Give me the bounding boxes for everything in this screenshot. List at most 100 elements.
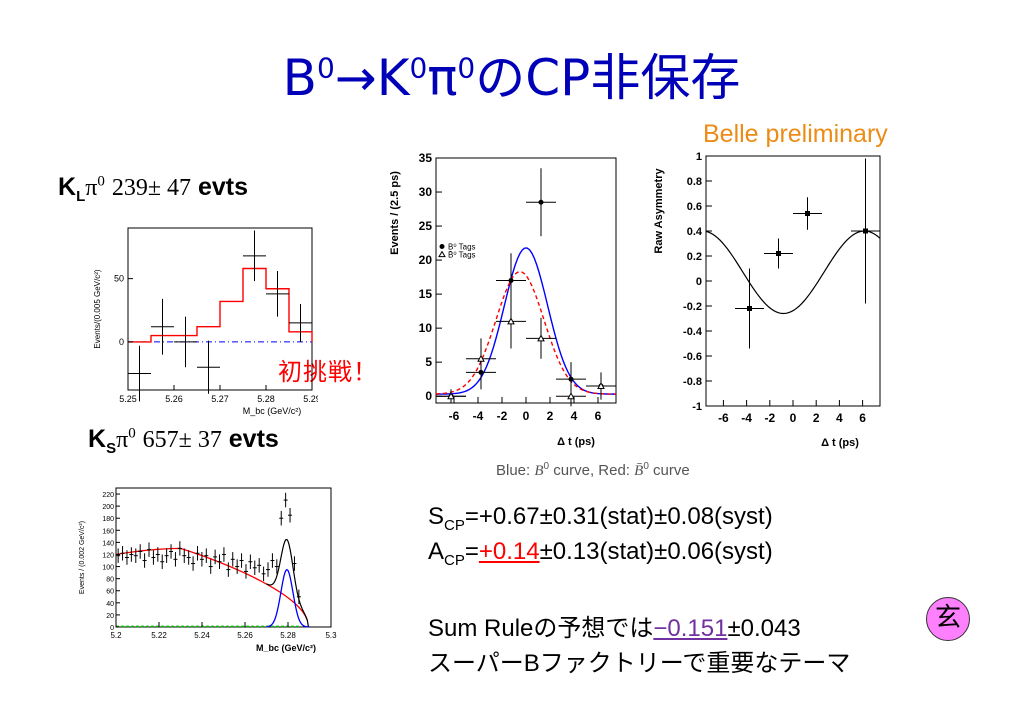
x-tick-label: 5.3 bbox=[325, 631, 337, 640]
b0bar-curve bbox=[435, 270, 617, 395]
y-tick-label: 0.2 bbox=[687, 251, 702, 263]
legend-b0bar: B̄⁰ Tags bbox=[448, 251, 476, 260]
x-tick-label: -6 bbox=[718, 411, 729, 425]
b0-curve bbox=[435, 247, 617, 395]
y-tick-label: 40 bbox=[106, 601, 114, 608]
x-tick-label: -2 bbox=[764, 411, 775, 425]
x-tick-label: 5.28 bbox=[257, 394, 275, 404]
y-tick-label: 30 bbox=[419, 185, 433, 199]
sum-rule-prediction: Sum Ruleの予想では−0.151±0.043 bbox=[428, 615, 801, 642]
x-tick-label: 0 bbox=[523, 409, 530, 423]
series1-marker-0 bbox=[447, 392, 455, 400]
x-tick-label: 5.22 bbox=[151, 631, 167, 640]
raw-asymmetry-chart: -6 -4 -2 0 2 4 6 1 0.8 0.6 0.4 0.2 0 -0.2 -0.4 -0.6 -0.8… bbox=[653, 151, 881, 449]
x-tick-label: 5.26 bbox=[237, 631, 253, 640]
y-tick-label: -0.2 bbox=[683, 301, 702, 313]
x-tick-label: -4 bbox=[741, 411, 752, 425]
series0-marker-2 bbox=[508, 278, 514, 283]
belle-preliminary-label: Belle preliminary bbox=[703, 120, 888, 148]
series1-marker-1 bbox=[477, 354, 485, 362]
x-axis-label: Δ t (ps) bbox=[557, 436, 595, 448]
legend-b0bar-marker bbox=[438, 250, 446, 258]
kl-mbc-chart: 5.25 5.26 5.27 5.28 5.29 0 50 M_bc (GeV/c²) Even… bbox=[93, 227, 318, 416]
y-tick-label: 60 bbox=[106, 589, 114, 596]
series1-marker-5 bbox=[597, 381, 605, 389]
x-tick-label: 2 bbox=[813, 411, 820, 425]
kl-pi0-label: KLπ0 239± 47 evts bbox=[58, 173, 248, 205]
y-tick-label: -0.4 bbox=[683, 326, 703, 338]
x-tick-label: 5.29 bbox=[303, 394, 318, 404]
marker-1 bbox=[776, 251, 781, 256]
x-tick-label: 5.2 bbox=[110, 631, 122, 640]
x-tick-label: 5.28 bbox=[280, 631, 296, 640]
y-tick-label: 50 bbox=[114, 274, 124, 284]
x-tick-label: -4 bbox=[473, 409, 484, 423]
legend-b0-marker bbox=[439, 243, 445, 249]
y-tick-label: 20 bbox=[419, 253, 433, 267]
y-axis-label: Events / (0.002 GeV/c²) bbox=[79, 521, 86, 594]
legend-b0: B⁰ Tags bbox=[448, 242, 476, 251]
y-axis-label: Raw Asymmetry bbox=[653, 168, 665, 254]
x-tick-label: 2 bbox=[547, 409, 554, 423]
y-tick-label: -0.6 bbox=[683, 351, 702, 363]
plot-frame bbox=[705, 155, 881, 407]
y-tick-label: 120 bbox=[102, 552, 114, 559]
y-tick-label: 160 bbox=[102, 528, 114, 535]
y-tick-label: 140 bbox=[102, 540, 114, 547]
y-axis-label: Events/(0.005 GeV/c²) bbox=[93, 269, 102, 348]
series1-marker-3 bbox=[537, 334, 545, 342]
y-tick-label: 35 bbox=[419, 151, 433, 165]
y-tick-label: -1 bbox=[692, 401, 702, 413]
x-tick-label: 4 bbox=[836, 411, 843, 425]
x-tick-label: 5.25 bbox=[119, 394, 137, 404]
super-b-factory-theme: スーパーBファクトリーで重要なテーマ bbox=[428, 650, 851, 677]
ks-pi0-label: KSπ0 657± 37 evts bbox=[88, 425, 279, 457]
ks-mbc-chart: 5.2 5.22 5.24 5.26 5.28 5.3 0 20 40 60 80 100 120 140… bbox=[79, 487, 337, 653]
y-tick-label: 0 bbox=[425, 389, 432, 403]
y-tick-label: 220 bbox=[102, 492, 114, 499]
y-tick-label: 180 bbox=[102, 516, 114, 523]
y-axis-label: Events / (2.5 ps) bbox=[389, 171, 401, 255]
y-tick-label: 0 bbox=[119, 337, 124, 347]
y-tick-label: 15 bbox=[419, 287, 433, 301]
y-tick-label: 80 bbox=[106, 577, 114, 584]
y-tick-label: 0 bbox=[110, 625, 114, 632]
x-axis-label: M_bc (GeV/c²) bbox=[256, 643, 316, 653]
acp-result: ACP=+0.14±0.13(stat)±0.06(syst) bbox=[428, 538, 773, 569]
y-tick-label: 0.4 bbox=[687, 226, 703, 238]
marker-3 bbox=[863, 228, 868, 234]
series1-marker-4 bbox=[567, 392, 575, 400]
marker-2 bbox=[805, 211, 810, 216]
x-tick-label: 5.24 bbox=[194, 631, 210, 640]
fit-histogram bbox=[128, 267, 313, 343]
y-tick-label: 1 bbox=[696, 151, 702, 163]
y-tick-label: 0 bbox=[696, 276, 702, 288]
gen-badge: 玄 bbox=[926, 597, 970, 641]
scp-result: SCP=+0.67±0.31(stat)±0.08(syst) bbox=[428, 503, 773, 534]
y-tick-label: 200 bbox=[102, 504, 114, 511]
marker-0 bbox=[747, 306, 752, 311]
x-tick-label: 0 bbox=[790, 411, 797, 425]
series0-marker-4 bbox=[568, 376, 574, 382]
x-tick-label: -6 bbox=[449, 409, 460, 423]
y-tick-label: 0.8 bbox=[687, 176, 702, 188]
x-axis-label: M_bc (GeV/c²) bbox=[243, 406, 302, 416]
x-axis-label: Δ t (ps) bbox=[821, 437, 859, 449]
y-tick-label: 0.6 bbox=[687, 201, 702, 213]
x-tick-label: 4 bbox=[571, 409, 578, 423]
x-tick-label: -2 bbox=[497, 409, 508, 423]
x-tick-label: 5.26 bbox=[165, 394, 183, 404]
series1-marker-2 bbox=[507, 317, 515, 325]
slide-title: B0→K0π0のCP非保存 bbox=[282, 49, 741, 107]
background-fit bbox=[115, 547, 308, 621]
x-tick-label: 6 bbox=[595, 409, 602, 423]
x-tick-label: 6 bbox=[859, 411, 866, 425]
y-tick-label: 100 bbox=[102, 565, 114, 572]
total-fit bbox=[266, 538, 310, 627]
curve-caption: Blue: B0 curve, Red: B̄0 curve bbox=[496, 461, 690, 479]
y-tick-label: 10 bbox=[419, 321, 433, 335]
y-tick-label: 5 bbox=[425, 355, 432, 369]
y-tick-label: 25 bbox=[419, 219, 433, 233]
y-tick-label: -0.8 bbox=[683, 376, 702, 388]
